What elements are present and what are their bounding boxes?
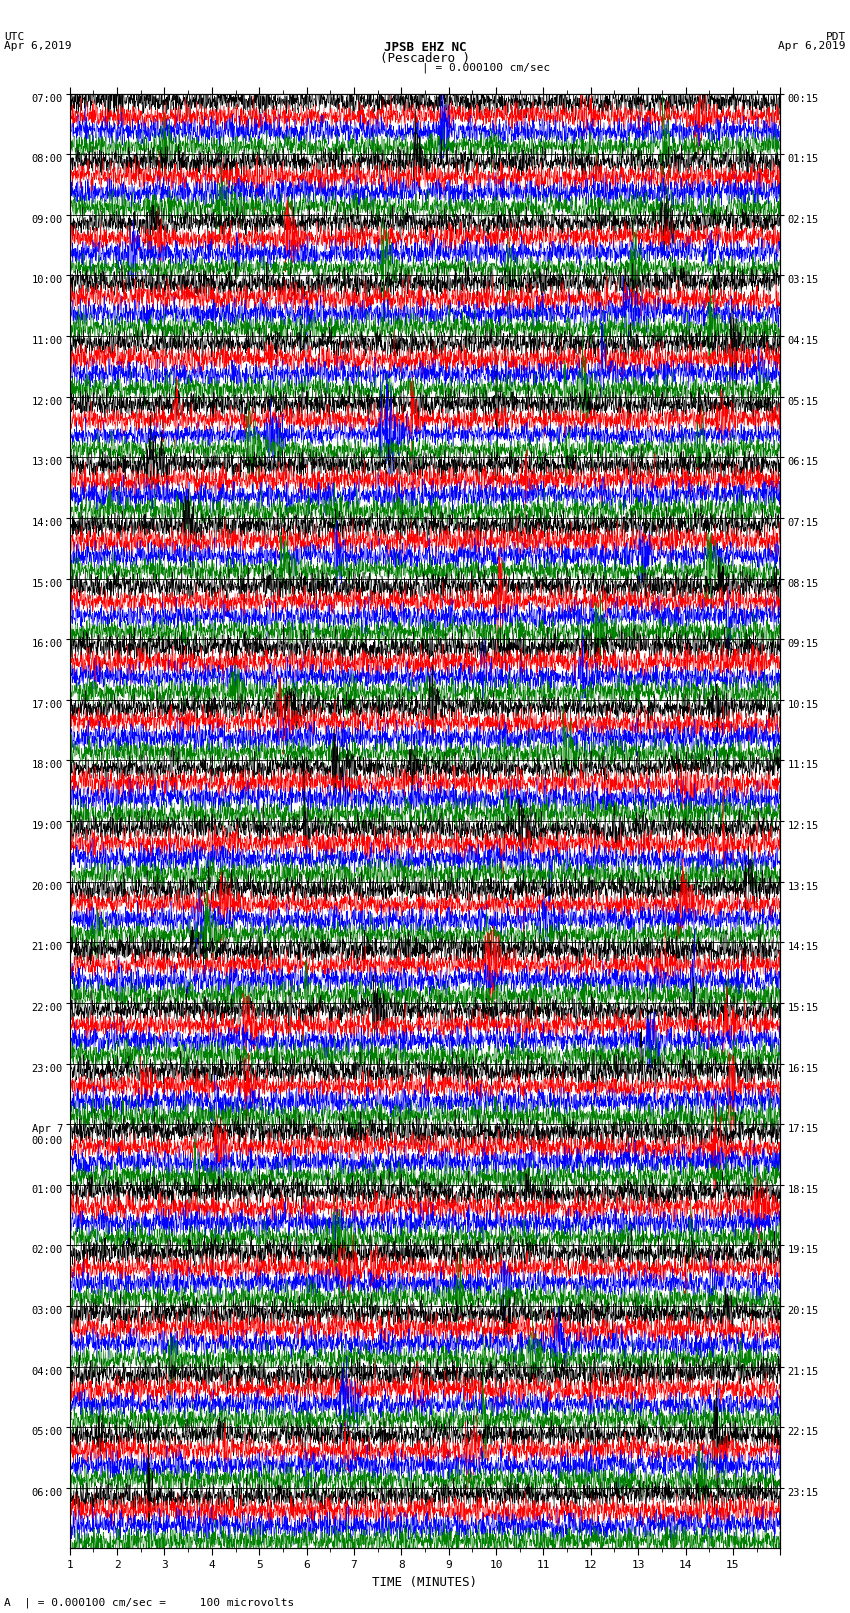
Text: JPSB EHZ NC: JPSB EHZ NC [383, 40, 467, 55]
Text: UTC: UTC [4, 32, 25, 42]
Text: | = 0.000100 cm/sec: | = 0.000100 cm/sec [422, 63, 551, 73]
Text: A  | = 0.000100 cm/sec =     100 microvolts: A | = 0.000100 cm/sec = 100 microvolts [4, 1597, 294, 1608]
Text: (Pescadero ): (Pescadero ) [380, 52, 470, 66]
X-axis label: TIME (MINUTES): TIME (MINUTES) [372, 1576, 478, 1589]
Text: Apr 6,2019: Apr 6,2019 [4, 40, 71, 52]
Text: PDT: PDT [825, 32, 846, 42]
Text: Apr 6,2019: Apr 6,2019 [779, 40, 846, 52]
